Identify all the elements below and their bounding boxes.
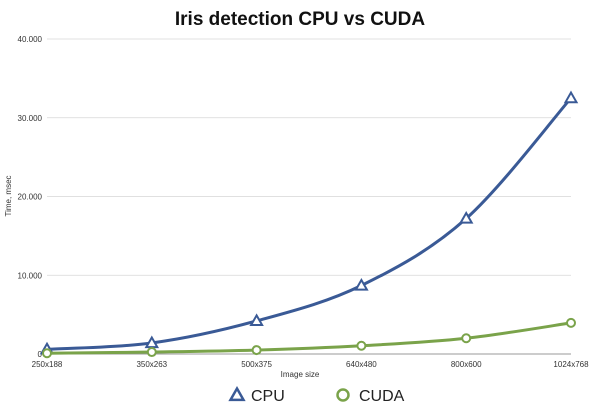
legend-label-cuda: CUDA [359,388,405,405]
series-cpu [39,90,579,355]
data-point-cpu [354,277,369,291]
legend: CPU CUDA [228,385,405,405]
x-tick-label: 250x188 [32,360,63,369]
y-tick-label: 0 [38,350,43,359]
x-tick-label: 640x480 [346,360,377,369]
data-point-cpu [144,335,160,349]
legend-marker-cpu [228,385,246,402]
legend-marker-cuda [336,388,350,402]
y-tick-label: 10.000 [18,271,43,280]
y-tick-label: 40.000 [18,35,43,44]
series-line-cuda [45,321,573,355]
x-tick-label: 800x600 [451,360,482,369]
data-point-cuda [461,333,472,344]
series [39,90,579,359]
chart-title: Iris detection CPU vs CUDA [175,9,425,30]
data-point-cuda [356,340,367,351]
data-point-cuda [566,317,576,328]
data-point-cpu [563,90,579,104]
legend-label-cpu: CPU [251,388,285,405]
x-tick-label: 350x263 [136,360,167,369]
series-line-cpu [45,96,573,351]
y-tick-label: 30.000 [18,114,43,123]
data-point-cpu [249,313,264,327]
data-point-cpu [458,211,474,224]
legend-item-cpu: CPU [228,385,285,405]
x-tick-label: 500x375 [241,360,272,369]
data-point-cuda [251,345,262,356]
x-tick-label: 1024x768 [553,360,589,369]
series-cuda [42,317,576,359]
data-point-cuda [42,348,52,359]
legend-item-cuda: CUDA [336,388,405,405]
y-axis-label: Time, msec [4,175,13,216]
gridlines [47,38,571,276]
y-tick-label: 20.000 [18,193,43,202]
x-axis-label: Image size [281,370,320,379]
data-point-cuda [146,347,157,358]
axes: 0 10.000 20.000 30.000 40.000 250x188 350x263 5… [18,35,590,369]
